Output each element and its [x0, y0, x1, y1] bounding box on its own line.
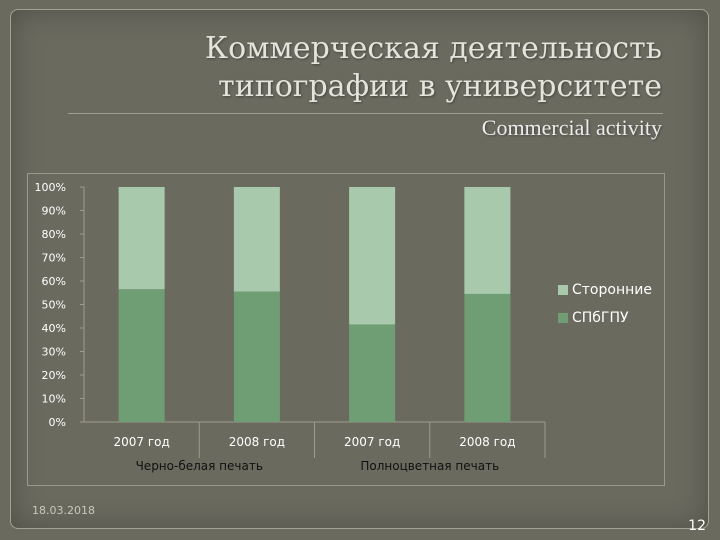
y-tick-label: 90%: [42, 205, 66, 218]
x-group-label: Черно-белая печать: [136, 459, 263, 473]
y-tick-label: 30%: [42, 346, 66, 359]
x-category-label: 2008 год: [459, 435, 515, 449]
legend-swatch-spbgpu: [558, 313, 568, 323]
legend-swatch-external: [558, 285, 568, 295]
y-tick-label: 70%: [42, 252, 66, 265]
title-line-1: Коммерческая деятельность: [204, 31, 662, 66]
slide-title: Коммерческая деятельность типографии в у…: [142, 30, 662, 106]
legend-label: Сторонние: [572, 282, 652, 298]
legend-label: СПбГПУ: [572, 310, 629, 326]
chart-container: 0% 10% 20% 30% 40% 50% 60% 70% 80% 90% 100% 2007 го…: [27, 173, 665, 486]
bar-segment-external: [349, 187, 396, 325]
y-tick-label: 0%: [49, 416, 66, 429]
x-category-label: 2007 год: [113, 435, 169, 449]
bar-segment-external: [118, 187, 165, 290]
bar-segment-external: [233, 187, 280, 292]
stacked-bar-chart: 0% 10% 20% 30% 40% 50% 60% 70% 80% 90% 100% 2007 го…: [35, 181, 652, 473]
bar-segment-spbgpu: [349, 324, 396, 422]
title-line-2: типографии в университете: [218, 69, 662, 104]
x-category-label: 2007 год: [344, 435, 400, 449]
slide-frame: [10, 9, 709, 529]
slide-date: 18.03.2018: [32, 504, 95, 517]
bar-segment-spbgpu: [118, 289, 165, 422]
y-tick-label: 40%: [42, 322, 66, 335]
page-number: 12: [688, 518, 706, 534]
bar-segment-spbgpu: [464, 293, 511, 422]
title-divider: [68, 113, 663, 114]
y-tick-label: 20%: [42, 369, 66, 382]
x-category-label: 2008 год: [229, 435, 285, 449]
y-tick-label: 60%: [42, 275, 66, 288]
y-tick-label: 10%: [42, 393, 66, 406]
slide-subtitle: Commercial activity: [481, 115, 662, 140]
bar-segment-spbgpu: [233, 291, 280, 422]
y-tick-label: 80%: [42, 228, 66, 241]
bar-segment-external: [464, 187, 511, 294]
y-tick-label: 50%: [42, 299, 66, 312]
y-tick-label: 100%: [35, 181, 66, 194]
x-group-label: Полноцветная печать: [360, 459, 499, 473]
